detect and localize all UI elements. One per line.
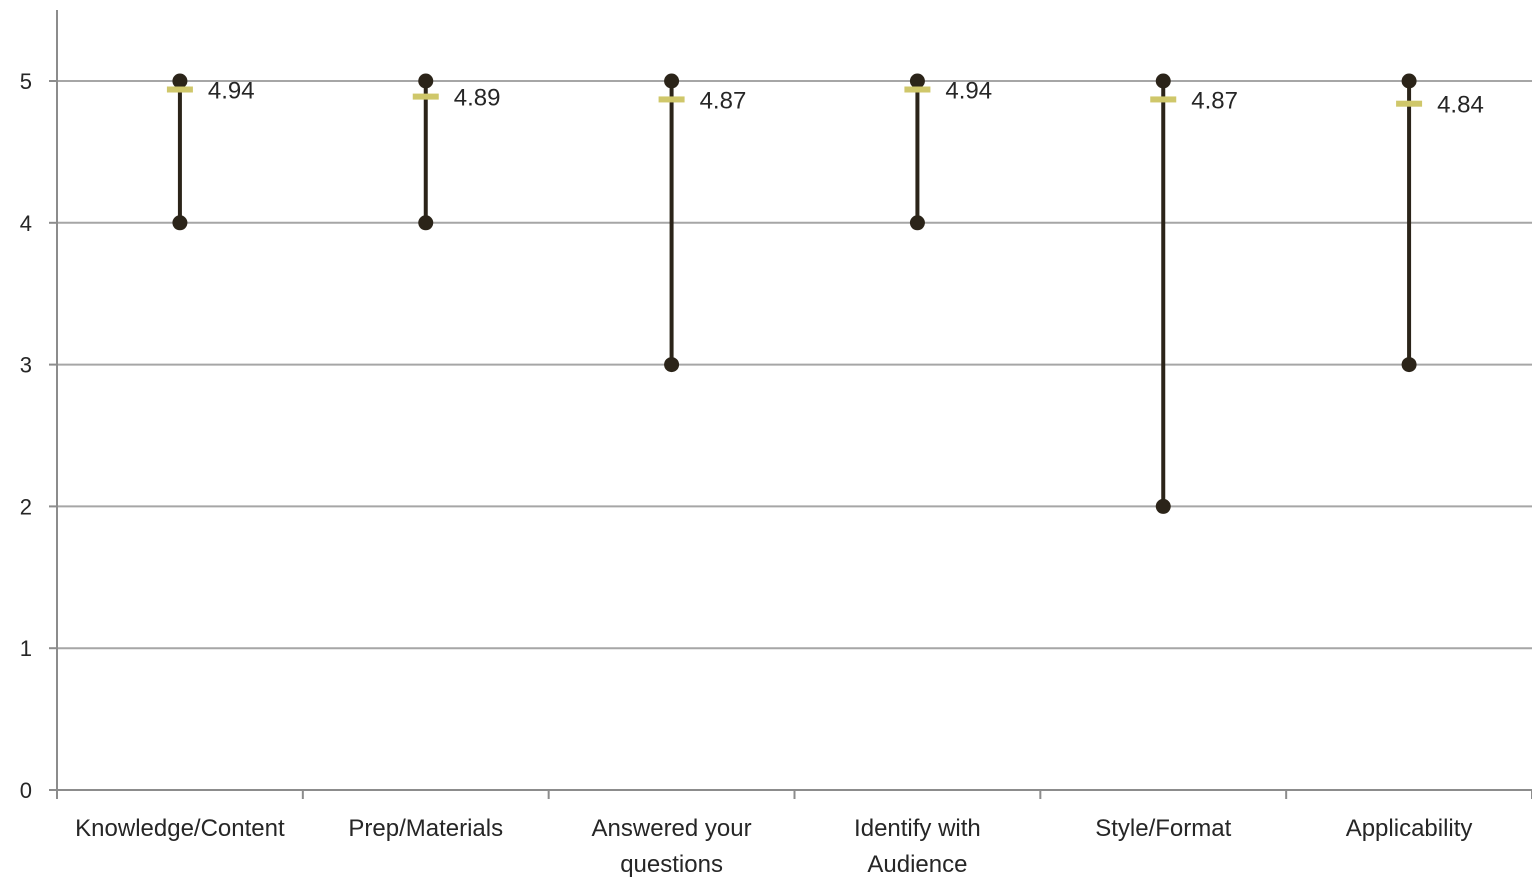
- low-marker: [418, 215, 433, 230]
- low-marker: [664, 357, 679, 372]
- low-marker: [1156, 499, 1171, 514]
- mean-data-label: 4.87: [1191, 87, 1238, 114]
- mean-marker: [167, 87, 193, 93]
- x-category-label: Answered your: [592, 815, 752, 842]
- low-marker: [1402, 357, 1417, 372]
- mean-marker: [1150, 96, 1176, 102]
- x-category-label: Applicability: [1346, 815, 1473, 842]
- labels: 0 1 2 3 4 5 4.94 Knowledge/Content 4.89 Prep/Mate…: [20, 69, 1484, 878]
- high-marker: [1156, 74, 1171, 89]
- mean-data-label: 4.87: [700, 87, 747, 114]
- x-category-label: questions: [620, 851, 723, 878]
- high-marker: [664, 74, 679, 89]
- x-category-label: Style/Format: [1095, 815, 1231, 842]
- high-marker: [172, 74, 187, 89]
- mean-data-label: 4.94: [945, 78, 992, 105]
- y-tick-label: 4: [20, 211, 32, 236]
- low-marker: [910, 215, 925, 230]
- low-marker: [172, 215, 187, 230]
- mean-marker: [659, 96, 685, 102]
- mean-data-label: 4.89: [454, 85, 501, 112]
- high-marker: [1402, 74, 1417, 89]
- mean-data-label: 4.94: [208, 78, 255, 105]
- y-tick-label: 1: [20, 636, 32, 661]
- data-marks: [167, 74, 1422, 514]
- x-category-label: Identify with: [854, 815, 981, 842]
- x-category-label: Audience: [867, 851, 967, 878]
- x-category-label: Knowledge/Content: [75, 815, 285, 842]
- x-category-label: Prep/Materials: [348, 815, 503, 842]
- y-tick-label: 0: [20, 778, 32, 803]
- axes: [49, 10, 1532, 799]
- high-marker: [418, 74, 433, 89]
- mean-marker: [904, 87, 930, 93]
- gridlines: [57, 81, 1532, 648]
- mean-marker: [1396, 101, 1422, 107]
- y-tick-label: 5: [20, 69, 32, 94]
- mean-data-label: 4.84: [1437, 92, 1484, 119]
- mean-marker: [413, 94, 439, 100]
- high-marker: [910, 74, 925, 89]
- y-tick-label: 2: [20, 494, 32, 519]
- y-tick-label: 3: [20, 353, 32, 378]
